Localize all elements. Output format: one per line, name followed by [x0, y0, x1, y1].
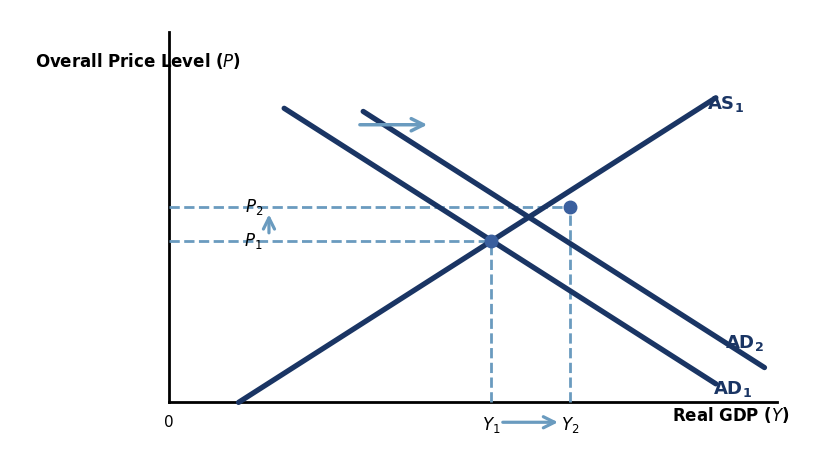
Text: $\mathbf{AS_1}$: $\mathbf{AS_1}$ [706, 94, 744, 114]
Text: $\mathbf{Overall\ Price\ Level\ (}$$\mathbf{\mathit{P}}$$\mathbf{)}$: $\mathbf{Overall\ Price\ Level\ (}$$\mat… [35, 51, 240, 71]
Text: $\mathit{P_2}$: $\mathit{P_2}$ [245, 197, 263, 217]
Text: $\mathbf{AD_2}$: $\mathbf{AD_2}$ [725, 333, 764, 353]
Text: 0: 0 [164, 415, 173, 430]
Text: $\mathit{Y_2}$: $\mathit{Y_2}$ [561, 415, 579, 435]
Text: $\mathit{Y_1}$: $\mathit{Y_1}$ [482, 415, 500, 435]
Text: $\mathbf{Real\ GDP\ (}$$\mathbf{\mathit{Y}}$$\mathbf{)}$: $\mathbf{Real\ GDP\ (}$$\mathbf{\mathit{… [671, 405, 789, 425]
Text: $\mathbf{AD_1}$: $\mathbf{AD_1}$ [713, 379, 752, 399]
Text: $\mathit{P_1}$: $\mathit{P_1}$ [245, 231, 263, 251]
